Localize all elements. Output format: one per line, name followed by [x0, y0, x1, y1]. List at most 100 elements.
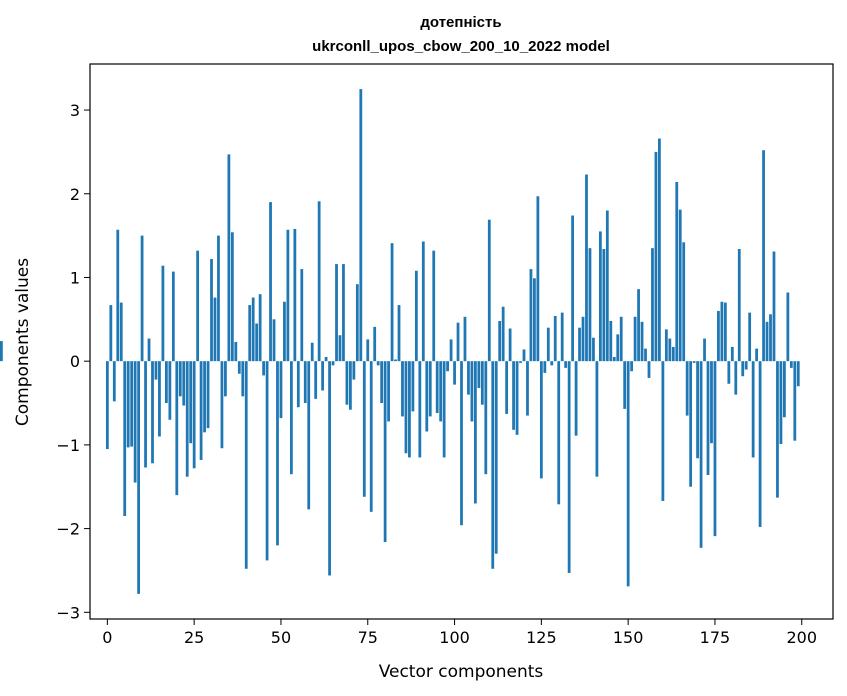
bar	[217, 235, 220, 362]
bar	[762, 150, 765, 362]
x-tick-label: 125	[526, 628, 557, 647]
bar	[783, 361, 786, 418]
x-tick-label: 50	[271, 628, 291, 647]
bar	[682, 242, 686, 362]
bar	[112, 361, 116, 402]
bar	[0, 341, 3, 362]
bar	[373, 326, 377, 362]
bar	[668, 338, 672, 362]
bar	[647, 361, 651, 378]
bar	[227, 154, 231, 362]
bar	[692, 361, 696, 363]
bar	[592, 337, 595, 362]
x-tick-label: 150	[613, 628, 644, 647]
bar	[713, 361, 717, 537]
bar	[203, 361, 206, 433]
bar	[449, 339, 453, 362]
bar	[776, 361, 779, 498]
bar	[133, 361, 137, 483]
bar	[741, 361, 745, 377]
bar	[432, 250, 436, 362]
y-tick-label: 0	[70, 352, 80, 371]
bar	[529, 269, 533, 362]
bar	[661, 361, 665, 501]
bar	[411, 361, 415, 412]
bar	[539, 361, 543, 479]
bar	[210, 259, 213, 362]
bar	[446, 361, 449, 372]
bar	[355, 284, 359, 362]
bar	[310, 342, 314, 362]
y-tick-label: 3	[70, 101, 80, 120]
bar	[678, 209, 682, 362]
bar	[491, 361, 495, 569]
bar	[553, 315, 557, 362]
y-tick-label: −1	[56, 436, 80, 455]
bar	[560, 312, 564, 362]
bar	[571, 215, 574, 362]
bar	[199, 361, 203, 460]
x-tick-label: 0	[102, 628, 112, 647]
bar	[557, 361, 561, 505]
bar	[272, 319, 276, 362]
bar	[789, 361, 793, 368]
bar	[123, 361, 127, 517]
bar	[376, 361, 380, 366]
bar	[237, 361, 241, 374]
bar	[508, 328, 512, 362]
bar	[463, 316, 467, 362]
bar	[640, 321, 644, 362]
bar	[723, 302, 727, 362]
bar	[626, 361, 630, 587]
bar	[404, 361, 408, 454]
bar	[543, 361, 547, 373]
bar	[303, 361, 307, 404]
bar	[397, 305, 401, 362]
bar	[546, 327, 550, 362]
bar	[696, 361, 699, 459]
bar	[338, 335, 342, 362]
bar	[644, 348, 647, 362]
bar	[244, 361, 248, 569]
bar	[109, 305, 113, 362]
bar	[515, 361, 519, 435]
bar	[383, 361, 387, 542]
bar	[161, 265, 165, 362]
bar	[470, 361, 474, 422]
bar	[119, 302, 123, 362]
bar	[480, 361, 484, 405]
bar	[567, 361, 571, 573]
bar	[519, 361, 522, 363]
bar	[418, 361, 422, 458]
bar	[414, 270, 418, 362]
bar	[265, 361, 269, 561]
bar	[286, 229, 290, 362]
bar	[248, 305, 252, 362]
y-tick-label: −2	[56, 520, 80, 539]
y-tick-label: −3	[56, 603, 80, 622]
bar	[144, 361, 147, 468]
bar	[487, 219, 491, 362]
bar	[758, 361, 762, 527]
bar	[630, 361, 634, 372]
bar	[224, 361, 227, 397]
bar	[755, 348, 759, 362]
bar	[314, 361, 318, 399]
bar	[675, 182, 679, 362]
bar	[494, 361, 498, 554]
bar	[751, 361, 755, 458]
bar-series	[0, 89, 800, 594]
bar	[658, 138, 661, 362]
bar	[255, 323, 259, 362]
plot-frame	[89, 63, 834, 620]
bar	[612, 356, 616, 362]
bar	[369, 361, 373, 512]
bar	[321, 361, 325, 391]
x-tick-label: 100	[439, 628, 470, 647]
bar	[602, 249, 606, 362]
bar	[192, 361, 196, 469]
bar	[598, 231, 602, 362]
bar	[505, 361, 509, 414]
bar	[241, 361, 245, 397]
